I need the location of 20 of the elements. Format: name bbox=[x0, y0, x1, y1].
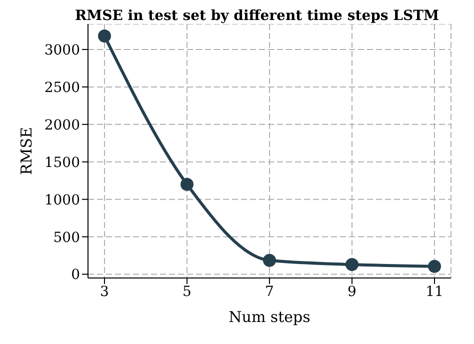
point bbox=[428, 260, 441, 273]
y-tick-label: 500 bbox=[53, 230, 80, 246]
x-tick-label: 9 bbox=[348, 284, 356, 300]
chart-title: RMSE in test set by different time steps LSTM bbox=[74, 8, 440, 24]
y-tick-label: 2000 bbox=[44, 117, 80, 134]
y-tick-label: 1000 bbox=[44, 192, 80, 208]
point bbox=[98, 29, 111, 42]
y-tick-label: 3000 bbox=[44, 42, 80, 58]
point bbox=[180, 178, 194, 191]
y-tick-label: 0 bbox=[71, 267, 80, 284]
x-tick-label: 3 bbox=[100, 284, 109, 300]
y-axis-title: RMSE bbox=[17, 127, 36, 175]
x-tick-label: 5 bbox=[182, 284, 192, 300]
x-tick-label: 11 bbox=[426, 284, 444, 300]
y-tick-label: 2500 bbox=[44, 80, 80, 96]
point bbox=[263, 254, 276, 267]
y-tick-label: 1500 bbox=[44, 154, 80, 171]
x-axis-title: Num steps bbox=[228, 308, 310, 326]
x-tick-label: 7 bbox=[265, 284, 274, 300]
point bbox=[346, 258, 358, 272]
